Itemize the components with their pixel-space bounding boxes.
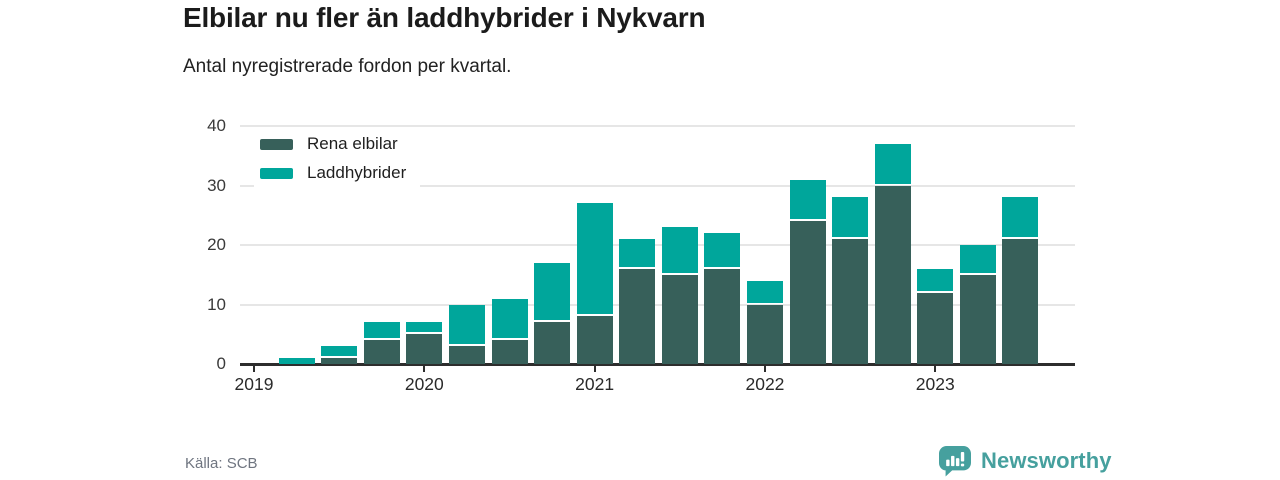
bar-elbilar-2021-Q2 xyxy=(619,268,656,364)
x-tick-2020 xyxy=(423,365,426,372)
bar-laddhybrider-2021-Q2 xyxy=(619,239,656,267)
x-tick-2022 xyxy=(763,365,766,372)
bar-laddhybrider-2021-Q4 xyxy=(704,233,741,267)
legend-item-rena-elbilar: Rena elbilar xyxy=(260,134,406,154)
bar-laddhybrider-2023-Q1 xyxy=(917,268,954,291)
bar-laddhybrider-2020-Q4 xyxy=(534,262,571,321)
gridline-y40 xyxy=(240,125,1075,127)
bar-elbilar-2019-Q3 xyxy=(321,358,358,364)
source-label: Källa: SCB xyxy=(185,455,258,472)
legend-swatch-laddhybrider xyxy=(260,167,293,179)
gridline-y10 xyxy=(240,303,1075,306)
y-axis-label-0: 0 xyxy=(216,354,226,373)
bar-elbilar-2020-Q2 xyxy=(448,346,485,364)
chart-subtitle: Antal nyregistrerade fordon per kvartal. xyxy=(183,56,512,77)
bar-laddhybrider-2022-Q3 xyxy=(832,197,869,237)
legend-item-laddhybrider: Laddhybrider xyxy=(260,163,406,183)
chart-title: Elbilar nu fler än laddhybrider i Nykvar… xyxy=(183,2,706,33)
bar-laddhybrider-2020-Q1 xyxy=(406,322,443,333)
bar-elbilar-2023-Q3 xyxy=(1002,239,1039,364)
bar-laddhybrider-2023-Q2 xyxy=(959,244,996,273)
bar-elbilar-2020-Q4 xyxy=(534,322,571,364)
bar-laddhybrider-2019-Q2 xyxy=(278,358,315,364)
gridline-y30 xyxy=(240,184,1075,187)
legend-label-rena-elbilar: Rena elbilar xyxy=(307,134,398,153)
bar-laddhybrider-2022-Q4 xyxy=(874,143,911,184)
bar-elbilar-2022-Q2 xyxy=(789,221,826,364)
bar-elbilar-2021-Q1 xyxy=(576,316,613,364)
bar-laddhybrider-2019-Q4 xyxy=(363,322,400,339)
bar-elbilar-2022-Q4 xyxy=(874,185,911,364)
plot-area: Rena elbilar Laddhybrider 0 10 20 30 40 2019 2… xyxy=(207,116,1075,394)
bar-elbilar-2021-Q3 xyxy=(661,274,698,364)
bar-laddhybrider-2021-Q1 xyxy=(576,203,613,315)
x-axis-label-2020: 2020 xyxy=(404,374,444,394)
bar-elbilar-2022-Q1 xyxy=(747,304,783,364)
bar-elbilar-2023-Q1 xyxy=(917,292,954,364)
bar-elbilar-2021-Q4 xyxy=(704,268,741,364)
x-axis-label-2023: 2023 xyxy=(915,374,955,394)
bar-laddhybrider-2022-Q1 xyxy=(747,280,783,303)
bar-elbilar-2020-Q3 xyxy=(491,340,528,364)
newsworthy-logo: Newsworthy xyxy=(938,445,1112,477)
legend-swatch-rena-elbilar xyxy=(260,138,293,150)
bar-laddhybrider-2020-Q2 xyxy=(448,304,485,345)
newsworthy-wordmark: Newsworthy xyxy=(981,448,1112,473)
bar-elbilar-2022-Q3 xyxy=(832,239,869,364)
bar-laddhybrider-2021-Q3 xyxy=(661,227,698,273)
x-axis-label-2021: 2021 xyxy=(575,374,615,394)
x-axis-label-2022: 2022 xyxy=(745,374,785,394)
x-axis-line xyxy=(240,363,1075,366)
legend: Rena elbilar Laddhybrider xyxy=(254,130,421,187)
x-tick-2023 xyxy=(934,365,937,372)
bar-laddhybrider-2019-Q3 xyxy=(321,346,358,356)
bar-laddhybrider-2020-Q3 xyxy=(491,298,528,339)
y-axis-label-10: 10 xyxy=(207,294,226,314)
bar-laddhybrider-2023-Q3 xyxy=(1002,197,1039,237)
x-tick-2019 xyxy=(253,365,255,372)
y-axis-label-30: 30 xyxy=(207,175,226,195)
bar-elbilar-2019-Q4 xyxy=(363,340,400,364)
bar-laddhybrider-2022-Q2 xyxy=(789,179,826,220)
x-tick-2021 xyxy=(593,365,596,372)
bar-elbilar-2020-Q1 xyxy=(406,334,443,364)
x-axis-label-2019: 2019 xyxy=(234,374,274,394)
bar-elbilar-2023-Q2 xyxy=(959,274,996,364)
newsworthy-icon xyxy=(939,445,971,477)
y-axis-label-40: 40 xyxy=(207,116,226,135)
legend-label-laddhybrider: Laddhybrider xyxy=(307,163,407,182)
gridline-y20 xyxy=(240,244,1075,246)
y-axis-label-20: 20 xyxy=(207,235,226,254)
